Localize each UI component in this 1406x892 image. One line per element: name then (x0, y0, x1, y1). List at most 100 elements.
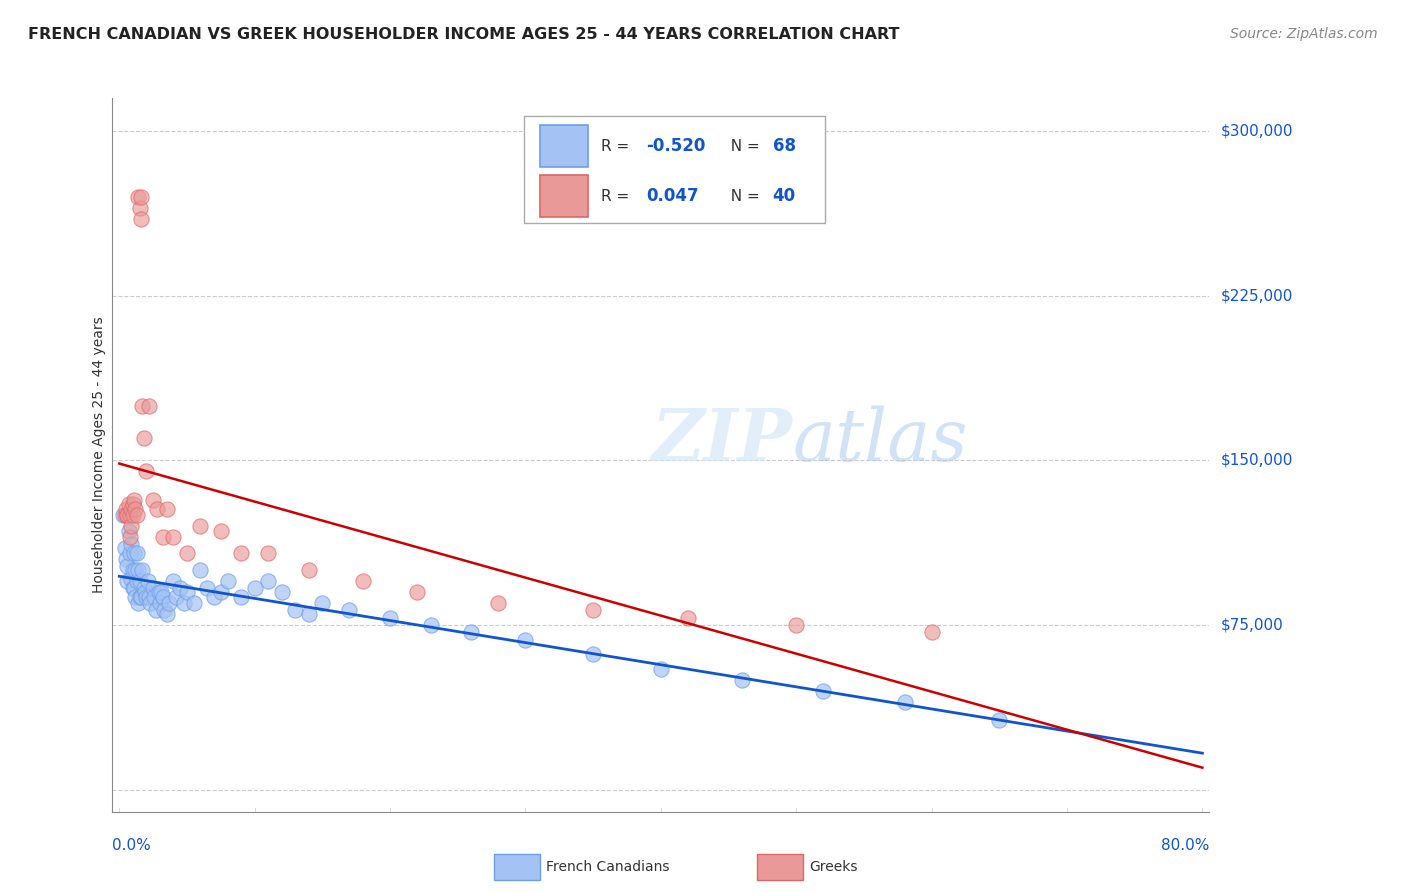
Point (146, 501, 169, 516)
Point (127, 190, 149, 204)
Point (120, 501, 142, 516)
Point (124, 501, 146, 516)
Point (135, 590, 157, 604)
Point (339, 603, 361, 617)
Point (176, 585, 198, 599)
Point (731, 673, 754, 687)
Text: FRENCH CANADIAN VS GREEK HOUSEHOLDER INCOME AGES 25 - 44 YEARS CORRELATION CHART: FRENCH CANADIAN VS GREEK HOUSEHOLDER INC… (28, 27, 900, 42)
Point (120, 537, 142, 551)
Point (152, 530, 174, 544)
Point (114, 508, 136, 523)
Text: $75,000: $75,000 (1220, 617, 1284, 632)
Text: $225,000: $225,000 (1220, 288, 1292, 303)
Point (125, 508, 148, 523)
Point (127, 596, 149, 610)
Point (183, 596, 205, 610)
Point (121, 563, 143, 577)
Point (132, 581, 155, 595)
Point (121, 581, 143, 595)
Point (132, 432, 155, 446)
Point (131, 399, 153, 413)
Point (156, 501, 179, 516)
Point (298, 607, 321, 621)
Point (142, 581, 165, 595)
Point (156, 607, 179, 621)
Point (190, 519, 212, 533)
Text: -0.520: -0.520 (647, 137, 706, 155)
Text: R =: R = (600, 188, 634, 203)
Text: Source: ZipAtlas.com: Source: ZipAtlas.com (1230, 27, 1378, 41)
Point (117, 574, 139, 589)
Point (112, 508, 135, 523)
Point (124, 590, 146, 604)
Point (352, 574, 374, 589)
Point (121, 508, 143, 523)
Point (157, 596, 180, 610)
Point (150, 585, 173, 599)
Point (118, 524, 141, 538)
Point (128, 574, 150, 589)
Point (162, 530, 184, 544)
Point (143, 590, 166, 604)
Point (124, 563, 146, 577)
FancyBboxPatch shape (524, 116, 825, 223)
Point (122, 546, 145, 560)
Point (270, 585, 292, 599)
Point (115, 501, 138, 516)
Text: French Canadians: French Canadians (546, 860, 669, 873)
Point (118, 497, 141, 511)
Point (122, 492, 145, 507)
Point (209, 585, 232, 599)
Point (190, 563, 212, 577)
Point (128, 590, 150, 604)
Point (209, 524, 232, 538)
Point (129, 211, 152, 226)
Point (152, 590, 174, 604)
Point (893, 695, 915, 709)
Text: 0.0%: 0.0% (112, 838, 152, 853)
Point (128, 201, 150, 215)
Point (125, 574, 148, 589)
Point (243, 581, 266, 595)
Point (921, 624, 943, 639)
Text: R =: R = (600, 138, 634, 153)
Point (217, 574, 239, 589)
Point (117, 508, 139, 523)
Point (229, 546, 252, 560)
Point (311, 596, 333, 610)
Point (785, 618, 807, 632)
Point (120, 530, 142, 544)
Point (676, 611, 699, 625)
Point (145, 603, 167, 617)
Point (988, 713, 1011, 727)
Point (131, 563, 153, 577)
Point (122, 581, 145, 595)
Text: $150,000: $150,000 (1220, 453, 1292, 468)
FancyBboxPatch shape (540, 125, 589, 167)
Text: N =: N = (721, 188, 765, 203)
Point (419, 618, 441, 632)
Point (406, 585, 429, 599)
Point (117, 558, 139, 573)
Point (125, 546, 148, 560)
Text: 0.047: 0.047 (647, 187, 699, 205)
Point (117, 508, 139, 523)
Point (298, 563, 321, 577)
Point (582, 603, 605, 617)
Point (165, 590, 187, 604)
Point (120, 519, 142, 533)
Point (115, 552, 138, 566)
Point (142, 492, 165, 507)
Point (127, 563, 149, 577)
Point (139, 596, 162, 610)
Point (813, 684, 835, 698)
Point (121, 497, 143, 511)
Point (257, 574, 280, 589)
Point (173, 596, 195, 610)
Point (257, 546, 280, 560)
Point (650, 662, 672, 676)
Y-axis label: Householder Income Ages 25 - 44 years: Householder Income Ages 25 - 44 years (91, 317, 105, 593)
Point (138, 399, 160, 413)
Text: Greeks: Greeks (808, 860, 858, 873)
FancyBboxPatch shape (758, 854, 803, 880)
